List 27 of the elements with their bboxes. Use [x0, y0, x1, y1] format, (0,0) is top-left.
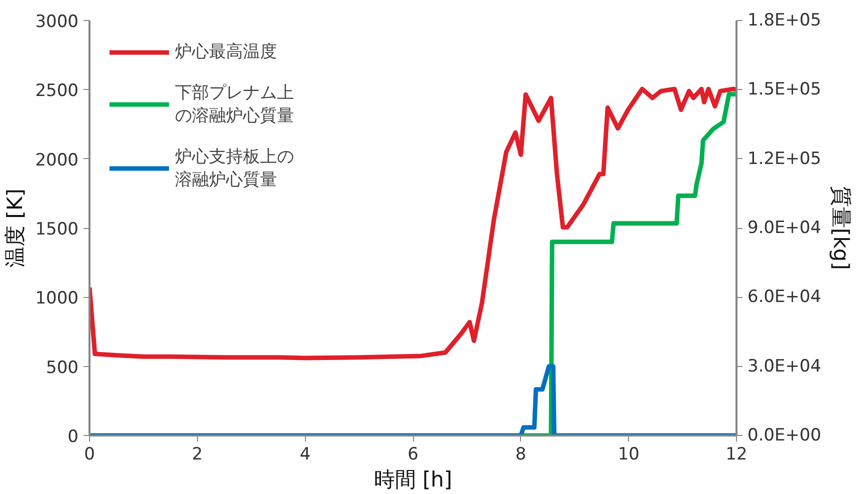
y2-tick-label: 6.0E+04	[748, 287, 822, 308]
y-tick-label: 0	[68, 427, 79, 447]
legend-label: 炉心支持板上の溶融炉心質量	[175, 146, 294, 191]
x-tick-label: 8	[515, 444, 526, 464]
x-tick-label: 6	[408, 444, 418, 464]
x-tick-label: 10	[618, 444, 640, 464]
y-tick-label: 2500	[35, 81, 78, 102]
x-tick-label: 2	[192, 444, 203, 464]
y2-tick-label: 0.0E+00	[748, 426, 822, 446]
x-axis-title: 時間 [h]	[374, 468, 452, 492]
y-tick-label: 500	[46, 358, 79, 378]
y-tick-label: 1000	[35, 288, 78, 309]
y-tick-label: 3000	[35, 12, 78, 32]
y2-tick-label: 9.0E+04	[748, 218, 822, 238]
y-axis-title: 温度 [K]	[3, 188, 28, 268]
y2-tick-label: 1.8E+05	[748, 10, 822, 30]
y2-tick-label: 1.5E+05	[748, 80, 822, 100]
legend-label: 炉心最高温度	[175, 41, 277, 63]
y-tick-label: 1500	[35, 220, 78, 240]
x-tick-label: 0	[84, 444, 95, 464]
y-tick-label: 2000	[35, 150, 78, 170]
y2-tick-label: 1.2E+05	[748, 148, 822, 169]
y2-axis-title: 質量[kg]	[829, 186, 854, 270]
y2-tick-label: 3.0E+04	[748, 356, 822, 376]
x-tick-label: 4	[300, 444, 311, 464]
legend-label: 下部プレナム上の溶融炉心質量	[175, 82, 294, 127]
x-tick-label: 12	[726, 444, 748, 464]
